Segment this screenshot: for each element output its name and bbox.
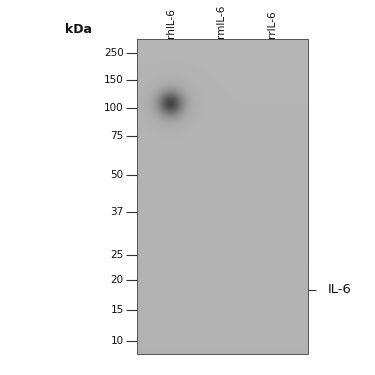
Text: 15: 15 [111,304,124,315]
Text: kDa: kDa [65,22,92,36]
Text: 250: 250 [104,48,124,58]
Text: IL-6: IL-6 [328,283,352,296]
Text: 100: 100 [104,103,124,113]
Text: rhIL-6: rhIL-6 [166,8,176,38]
Text: 50: 50 [111,171,124,180]
Text: rrIL-6: rrIL-6 [267,10,277,38]
Text: 75: 75 [111,131,124,141]
Text: rmIL-6: rmIL-6 [216,4,226,38]
Text: 150: 150 [104,75,124,86]
Text: 10: 10 [111,336,124,346]
Text: 37: 37 [111,207,124,217]
Text: 20: 20 [111,275,124,285]
Text: 25: 25 [111,249,124,259]
Bar [137,39,308,354]
